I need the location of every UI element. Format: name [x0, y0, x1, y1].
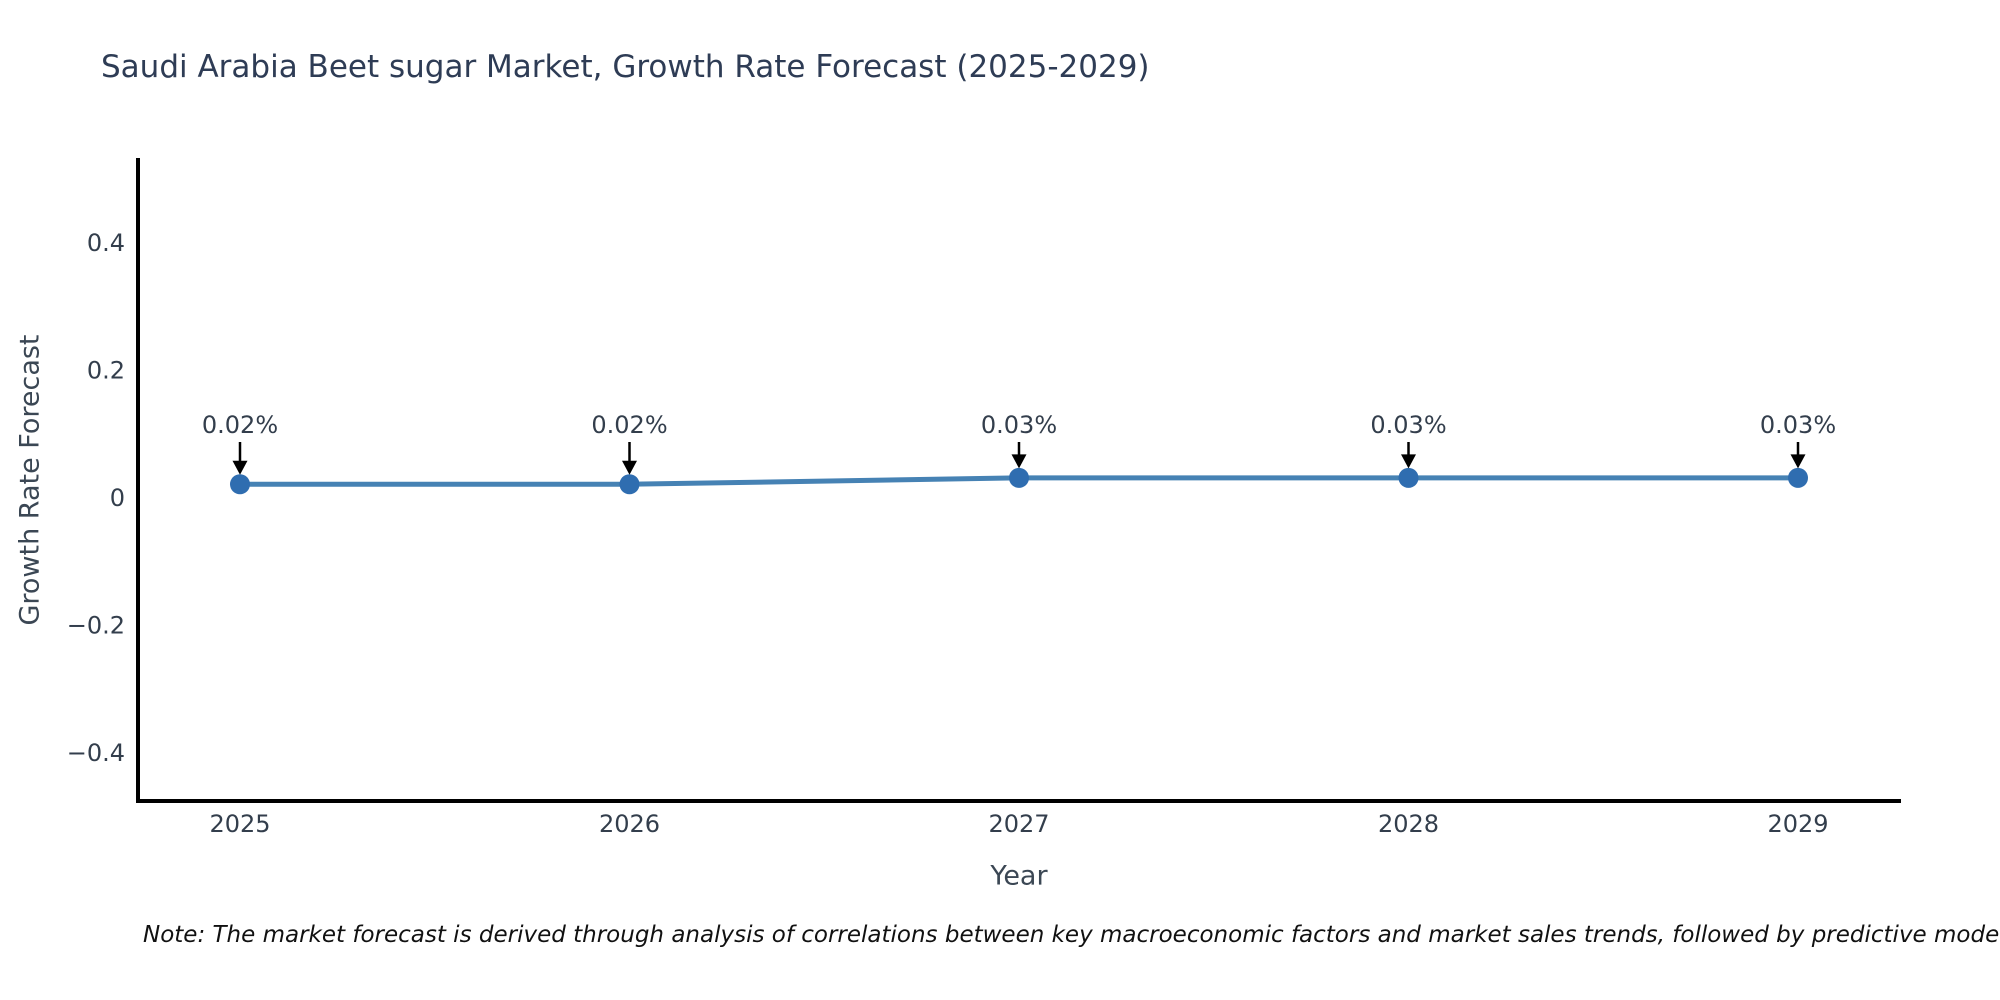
data-point-marker [1788, 467, 1808, 488]
annotation-arrowhead-icon [622, 460, 637, 475]
point-value-label: 0.03% [1760, 411, 1836, 439]
x-tick-label: 2026 [599, 810, 660, 838]
data-point-marker [1009, 467, 1029, 488]
y-tick-label: 0.4 [87, 229, 125, 257]
footnote: Note: The market forecast is derived thr… [143, 922, 2000, 948]
point-value-label: 0.03% [981, 411, 1057, 439]
y-tick-label: 0 [110, 484, 125, 512]
point-value-label: 0.02% [202, 411, 278, 439]
x-tick-label: 2028 [1378, 810, 1439, 838]
x-axis-title: Year [990, 860, 1048, 892]
y-tick-label: −0.4 [67, 739, 125, 767]
x-tick-label: 2027 [988, 810, 1049, 838]
annotation-arrowhead-icon [1401, 454, 1416, 469]
y-tick-label: 0.2 [87, 357, 125, 385]
x-tick-label: 2025 [209, 810, 270, 838]
annotation-arrowhead-icon [1790, 454, 1806, 469]
point-value-label: 0.02% [591, 411, 667, 439]
data-point-marker [619, 474, 640, 495]
y-tick-label: −0.2 [67, 612, 125, 640]
data-point-marker [1398, 467, 1419, 488]
annotation-arrowhead-icon [232, 460, 248, 475]
point-value-label: 0.03% [1370, 411, 1446, 439]
annotation-arrowhead-icon [1011, 454, 1027, 469]
x-tick-label: 2029 [1767, 810, 1828, 838]
chart-title: Saudi Arabia Beet sugar Market, Growth R… [101, 49, 1150, 85]
data-point-marker [230, 474, 250, 495]
